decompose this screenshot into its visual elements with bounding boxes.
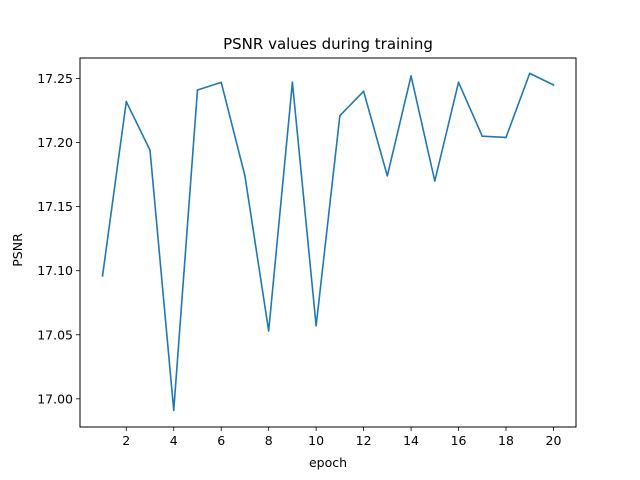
psnr-data-point xyxy=(315,324,317,327)
psnr-data-point xyxy=(291,81,294,84)
y-tick-label: 17.05 xyxy=(37,327,73,342)
y-tick-label: 17.20 xyxy=(37,135,73,150)
y-tick-label: 17.15 xyxy=(37,199,73,214)
y-tick-label: 17.00 xyxy=(37,391,73,406)
x-tick-label: 6 xyxy=(217,433,225,448)
psnr-data-point xyxy=(196,89,199,91)
psnr-data-point xyxy=(457,81,460,84)
x-tick-label: 12 xyxy=(356,433,372,448)
psnr-data-point xyxy=(149,149,151,152)
psnr-data-point xyxy=(481,135,484,137)
x-axis-label: epoch xyxy=(309,455,347,470)
x-tick-label: 14 xyxy=(403,433,419,448)
psnr-data-point xyxy=(552,84,555,86)
psnr-data-point xyxy=(220,81,223,84)
plot-area xyxy=(101,72,555,412)
psnr-data-point xyxy=(339,114,341,117)
psnr-data-point xyxy=(125,100,128,103)
psnr-data-point xyxy=(267,330,270,332)
x-tick-label: 16 xyxy=(451,433,467,448)
psnr-data-point xyxy=(505,136,507,139)
psnr-series-line xyxy=(101,72,555,412)
psnr-data-point xyxy=(244,175,246,177)
y-axis-label: PSNR xyxy=(10,233,25,267)
axes-frame xyxy=(79,57,577,428)
y-tick-label: 17.10 xyxy=(37,263,73,278)
y-axis-ticks: 17.00 17.05 17.10 17.15 17.20 17.25 xyxy=(37,71,80,406)
x-tick-label: 10 xyxy=(308,433,324,448)
chart-title: PSNR values during training xyxy=(223,35,433,53)
x-tick-label: 8 xyxy=(265,433,273,448)
psnr-data-point xyxy=(433,180,436,182)
x-axis-ticks: 2 4 6 8 10 12 14 16 18 20 xyxy=(122,427,561,448)
x-tick-label: 4 xyxy=(170,433,178,448)
psnr-data-point xyxy=(362,90,365,93)
psnr-data-point xyxy=(528,72,531,75)
psnr-data-point xyxy=(386,175,389,177)
psnr-data-point xyxy=(172,409,175,412)
x-tick-label: 2 xyxy=(122,433,130,448)
psnr-data-point xyxy=(410,75,412,77)
x-tick-label: 18 xyxy=(498,433,514,448)
x-tick-label: 20 xyxy=(546,433,562,448)
psnr-data-point xyxy=(101,275,104,277)
y-tick-label: 17.25 xyxy=(37,71,73,86)
